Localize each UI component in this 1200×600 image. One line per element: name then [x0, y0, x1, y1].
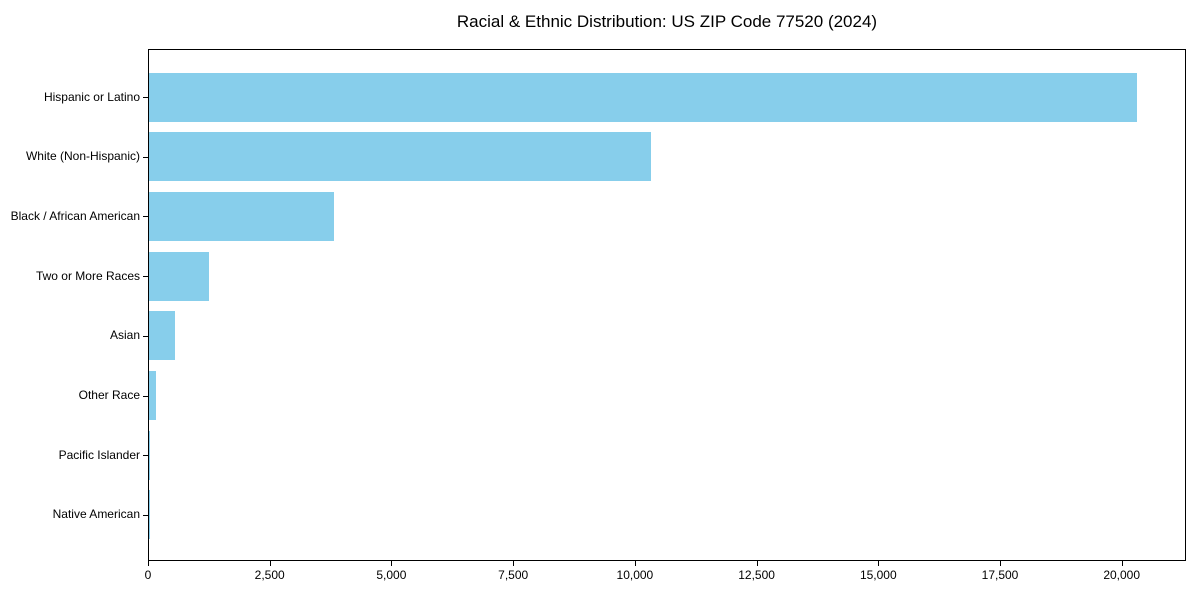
x-tick-label-5000: 5,000 [376, 568, 407, 582]
x-tick-mark [513, 561, 515, 566]
x-tick-mark [878, 561, 880, 566]
bar-white-non-hispanic [149, 132, 651, 182]
x-tick-label-0: 0 [144, 568, 152, 582]
y-tick-mark [143, 97, 148, 98]
x-tick-label-15000: 15,000 [859, 568, 897, 582]
x-tick-label-2500: 2,500 [254, 568, 285, 582]
y-tick-label-pacific-islander: Pacific Islander [58, 447, 140, 462]
bar-two-or-more-races [149, 251, 209, 301]
y-tick-mark [143, 336, 148, 337]
x-tick-label-20000: 20,000 [1103, 568, 1141, 582]
x-tick-mark [756, 561, 758, 566]
bar-other-race [149, 371, 156, 420]
y-tick-mark [143, 216, 148, 217]
y-tick-mark [143, 396, 148, 397]
y-tick-mark [143, 157, 148, 158]
x-tick-mark [1000, 561, 1001, 566]
bar-hispanic-or-latino [149, 72, 1138, 122]
chart-title: Racial & Ethnic Distribution: US ZIP Cod… [456, 12, 878, 31]
plot-area [148, 49, 1186, 561]
y-tick-label-asian: Asian [109, 328, 140, 343]
x-tick-mark [148, 561, 149, 566]
x-tick-label-10000: 10,000 [616, 568, 654, 582]
x-tick-label-7500: 7,500 [498, 568, 529, 582]
y-tick-label-other-race: Other Race [78, 388, 140, 402]
x-tick-mark [634, 561, 636, 566]
y-tick-mark [143, 276, 148, 277]
y-tick-label-two-or-more-races: Two or More Races [35, 268, 140, 283]
y-tick-label-native-american: Native American [52, 507, 140, 522]
bar-black-african-american [149, 191, 334, 241]
x-tick-label-17500: 17,500 [981, 568, 1019, 582]
x-tick-mark [391, 561, 393, 566]
y-tick-label-hispanic-or-latino: Hispanic or Latino [43, 89, 140, 104]
y-tick-label-white-non-hispanic: White (Non-Hispanic) [25, 149, 140, 164]
bar-asian [149, 311, 176, 361]
x-tick-mark [1121, 561, 1123, 566]
y-tick-mark [143, 455, 148, 456]
bar-pacific-islander [149, 430, 150, 480]
y-tick-mark [143, 515, 148, 516]
y-tick-label-black-african-american: Black / African American [10, 208, 140, 223]
x-tick-mark [269, 561, 271, 566]
x-tick-label-12500: 12,500 [738, 568, 775, 582]
